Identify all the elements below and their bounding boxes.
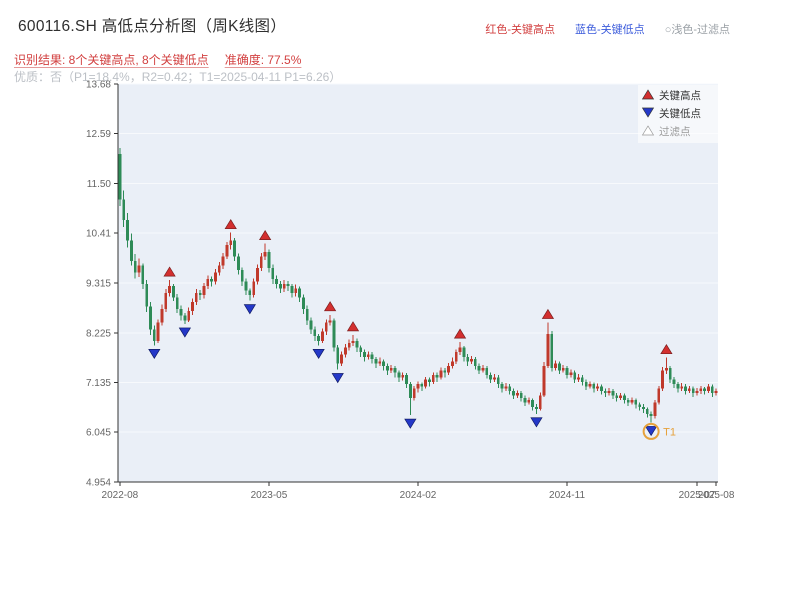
svg-text:2024-11: 2024-11 (549, 490, 585, 501)
svg-text:2024-02: 2024-02 (400, 490, 437, 501)
analysis-accuracy-text: 准确度: 77.5% (224, 53, 302, 67)
svg-text:4.954: 4.954 (86, 478, 111, 489)
svg-text:2025-08: 2025-08 (698, 490, 735, 501)
svg-text:10.41: 10.41 (86, 229, 111, 240)
legend-top-filtered: ○浅色-过滤点 (664, 24, 730, 36)
svg-text:T1: T1 (663, 426, 676, 438)
page-title: 600116.SH 高低点分析图（周K线图） (18, 18, 287, 35)
svg-text:7.135: 7.135 (86, 378, 111, 389)
analysis-quality-text: 优质：否（P1=18.4%，R2=0.42；T1=2025-04-11 P1=6… (14, 70, 342, 84)
svg-text:过滤点: 过滤点 (659, 125, 691, 138)
svg-text:9.315: 9.315 (86, 279, 111, 290)
svg-text:关键高点: 关键高点 (659, 89, 701, 102)
svg-text:11.50: 11.50 (87, 179, 112, 190)
svg-text:2025-07: 2025-07 (679, 490, 716, 501)
svg-text:关键低点: 关键低点 (659, 107, 701, 120)
legend-top-key-high: 红色-关键高点 (485, 24, 556, 36)
svg-text:2022-08: 2022-08 (102, 490, 139, 501)
analysis-result-line: 识别结果: 8个关键高点, 8个关键低点 准确度: 77.5% (14, 51, 301, 68)
svg-text:6.045: 6.045 (86, 428, 111, 439)
svg-text:12.59: 12.59 (86, 129, 111, 140)
analysis-result-text: 识别结果: 8个关键高点, 8个关键低点 (14, 53, 209, 67)
legend-top-key-low: 蓝色-关键低点 (575, 24, 645, 36)
svg-text:2023-05: 2023-05 (251, 490, 288, 501)
svg-text:13.68: 13.68 (86, 80, 111, 91)
legend-top: 红色-关键高点 蓝色-关键低点 ○浅色-过滤点 (485, 21, 730, 37)
svg-text:8.225: 8.225 (86, 328, 111, 339)
